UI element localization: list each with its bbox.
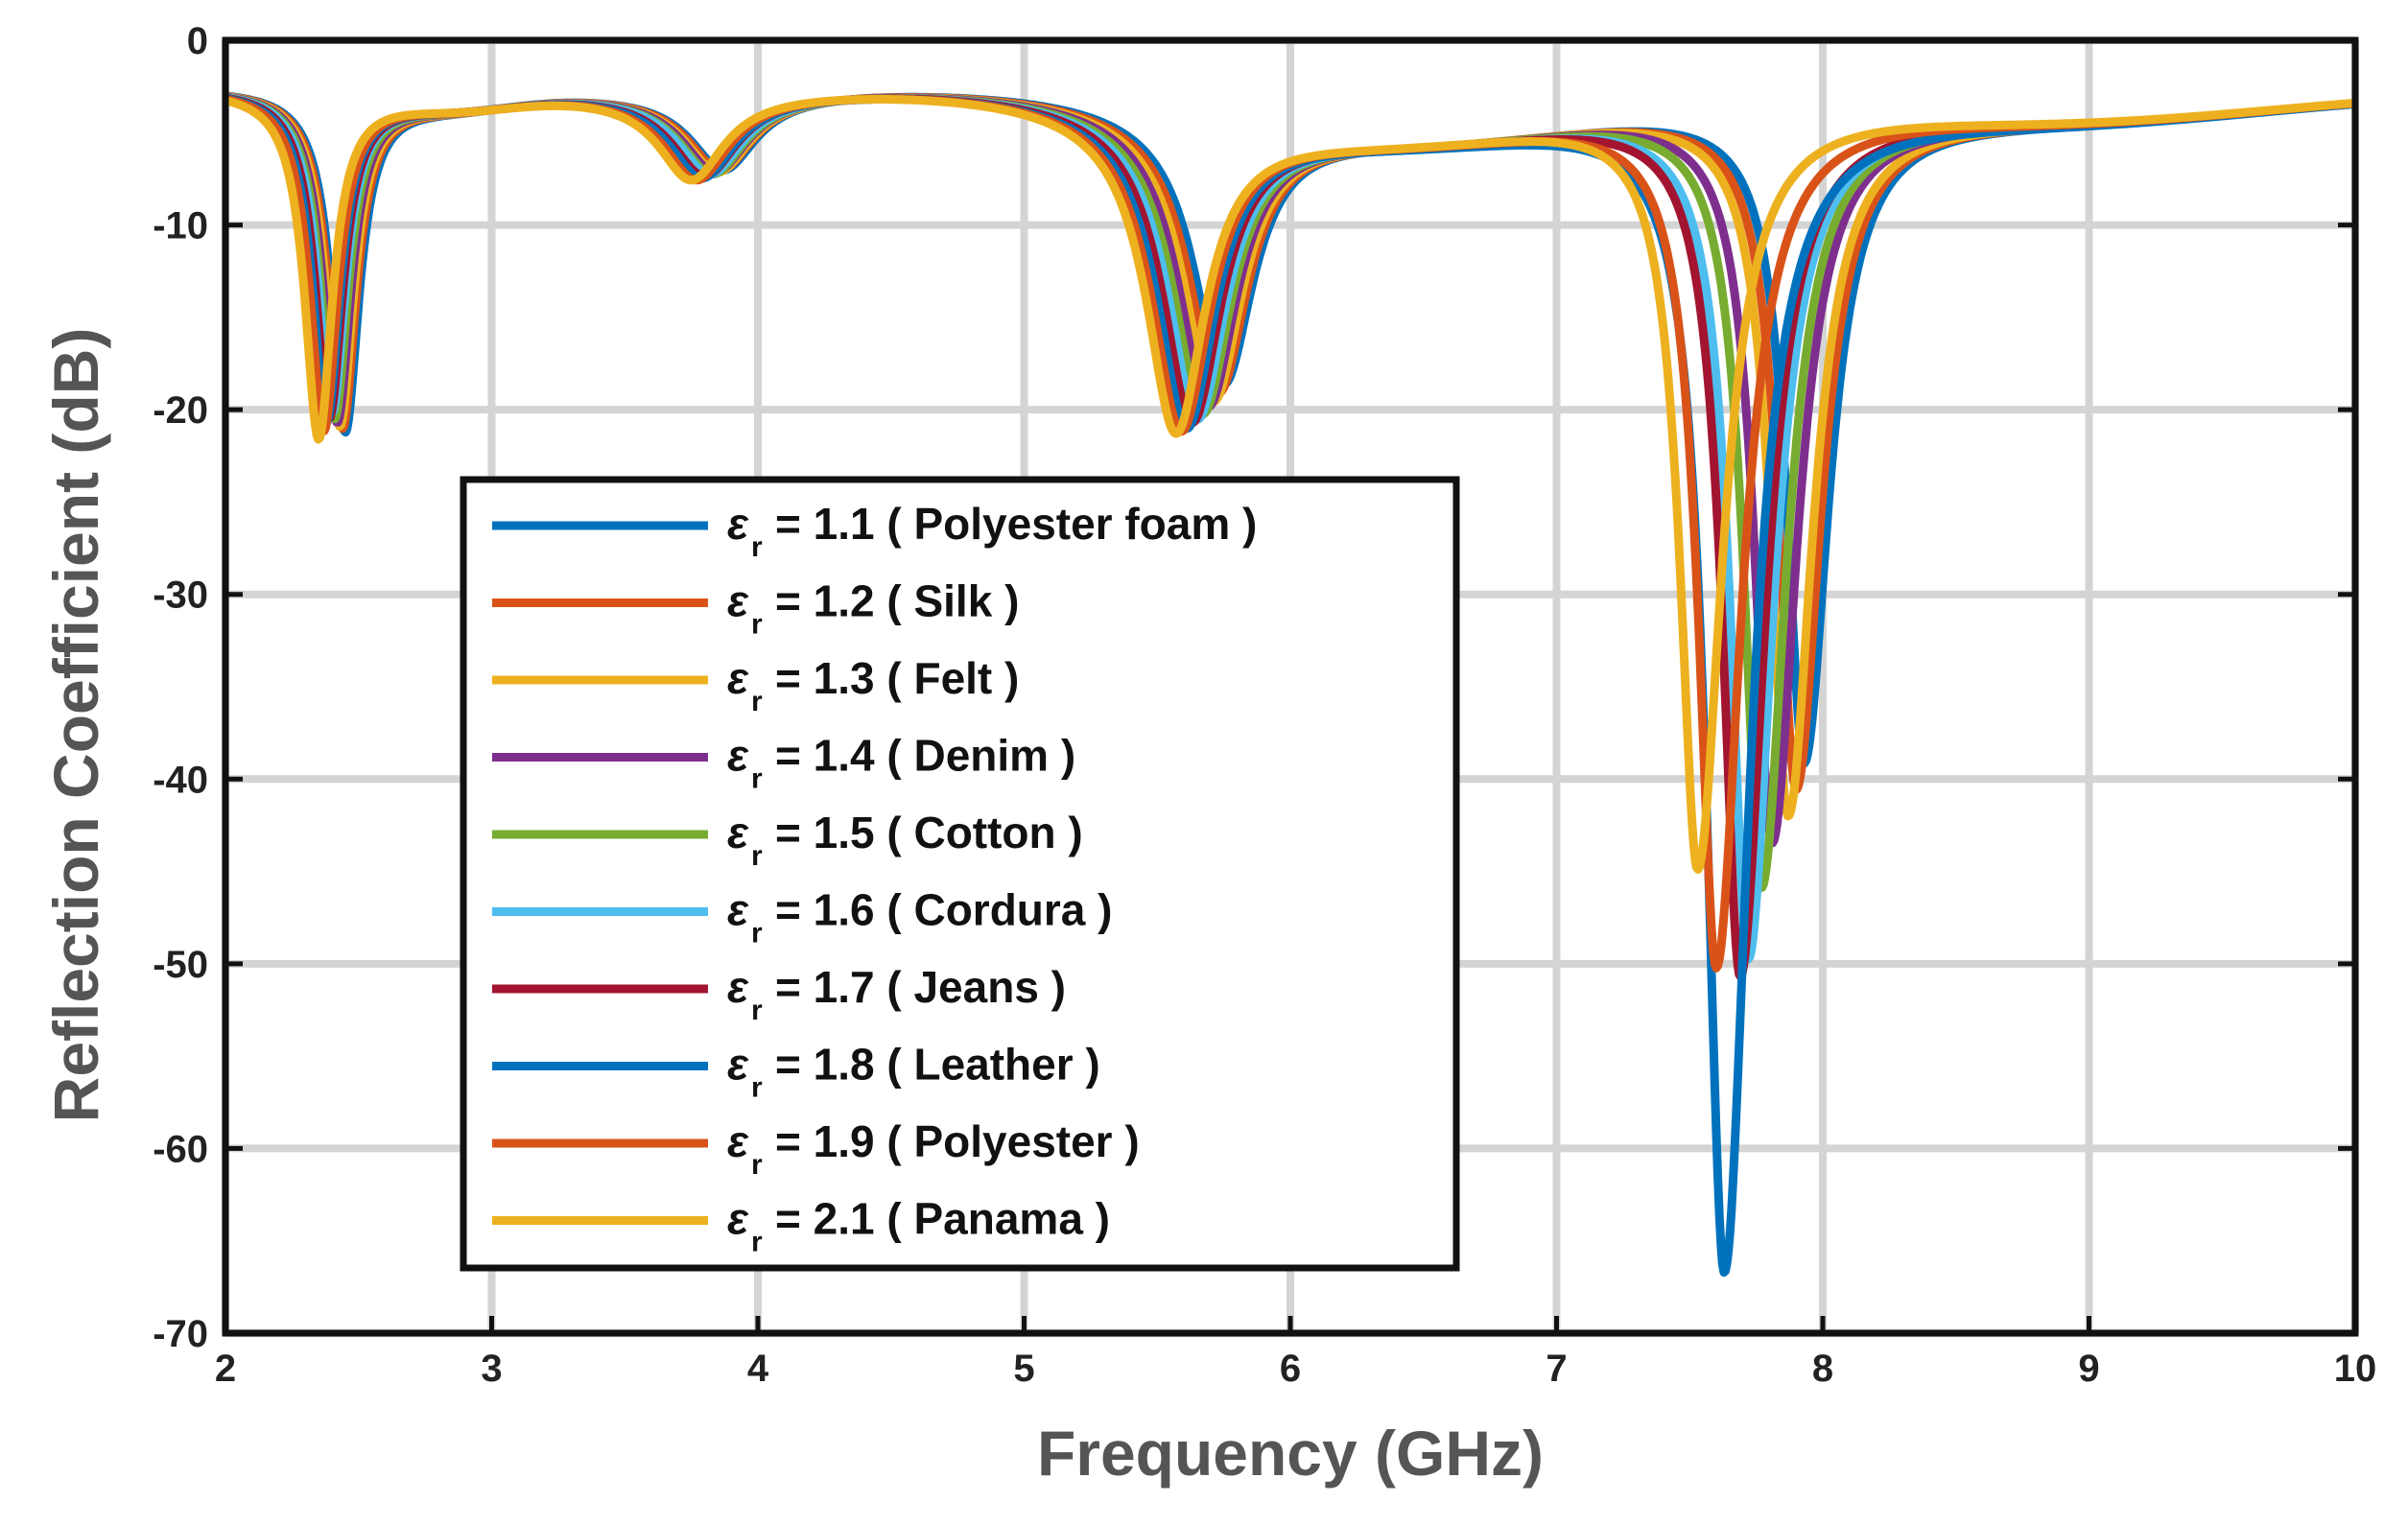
y-tick-label: -50	[153, 944, 208, 986]
legend-box	[460, 476, 1460, 1272]
legend-epsilon-symbol: ε	[727, 885, 749, 935]
x-tick-label: 5	[1013, 1348, 1034, 1390]
legend-subscript: r	[751, 763, 763, 795]
y-tick-label: -20	[153, 389, 208, 432]
legend-epsilon-symbol: ε	[727, 1040, 749, 1090]
legend-epsilon-symbol: ε	[727, 1116, 749, 1166]
legend-subscript: r	[751, 995, 763, 1026]
x-tick-label: 6	[1280, 1348, 1301, 1390]
y-tick-label: 0	[187, 20, 208, 62]
legend-label: = 1.1 ( Polyester foam )	[775, 499, 1257, 549]
legend-label: = 1.3 ( Felt )	[775, 653, 1019, 703]
legend-epsilon-symbol: ε	[727, 1194, 749, 1244]
legend-label: = 1.6 ( Cordura )	[775, 885, 1112, 935]
legend-subscript: r	[751, 609, 763, 641]
legend-epsilon-symbol: ε	[727, 576, 749, 626]
series-line-10	[223, 95, 2358, 874]
legend-label: = 1.9 ( Polyester )	[775, 1116, 1140, 1166]
y-tick-label: -70	[153, 1313, 208, 1355]
x-tick-label: 3	[481, 1348, 502, 1390]
legend-epsilon-symbol: ε	[727, 808, 749, 857]
plot-series	[223, 91, 2358, 1278]
x-tick-label: 7	[1546, 1348, 1567, 1390]
legend-subscript: r	[751, 918, 763, 950]
legend-label: = 1.7 ( Jeans )	[775, 962, 1066, 1012]
legend-epsilon-symbol: ε	[727, 731, 749, 781]
legend: ε r = 1.1 ( Polyester foam )ε r = 1.2 ( Silk…	[460, 476, 1460, 1272]
legend-label: = 1.2 ( Silk )	[775, 576, 1019, 626]
x-tick-label: 4	[747, 1348, 769, 1390]
y-tick-label: -30	[153, 575, 208, 617]
x-tick-label: 10	[2334, 1348, 2377, 1390]
legend-subscript: r	[751, 1149, 763, 1181]
legend-epsilon-symbol: ε	[727, 499, 749, 549]
y-axis-title: Reflection Coefficient (dB)	[40, 328, 111, 1123]
legend-label: = 1.5 ( Cotton )	[775, 808, 1083, 857]
x-tick-label: 9	[2078, 1348, 2099, 1390]
legend-subscript: r	[751, 840, 763, 872]
axis-ticks: 2 3 4 5 6 7 8 9 10 0 -10 -20 -30 -40 -50 -60 -70	[153, 20, 2376, 1390]
legend-subscript: r	[751, 1227, 763, 1258]
y-tick-label: -60	[153, 1128, 208, 1170]
legend-subscript: r	[751, 1072, 763, 1104]
legend-label: = 2.1 ( Panama )	[775, 1194, 1110, 1244]
legend-epsilon-symbol: ε	[727, 962, 749, 1012]
x-tick-label: 8	[1812, 1348, 1833, 1390]
legend-subscript: r	[751, 531, 763, 563]
y-tick-label: -10	[153, 205, 208, 247]
legend-subscript: r	[751, 686, 763, 717]
x-axis-title: Frequency (GHz)	[1037, 1418, 1544, 1489]
x-tick-label: 2	[215, 1348, 236, 1390]
legend-label: = 1.4 ( Denim )	[775, 731, 1075, 781]
legend-label: = 1.8 ( Leather )	[775, 1040, 1100, 1090]
y-tick-label: -40	[153, 759, 208, 801]
legend-epsilon-symbol: ε	[727, 653, 749, 703]
